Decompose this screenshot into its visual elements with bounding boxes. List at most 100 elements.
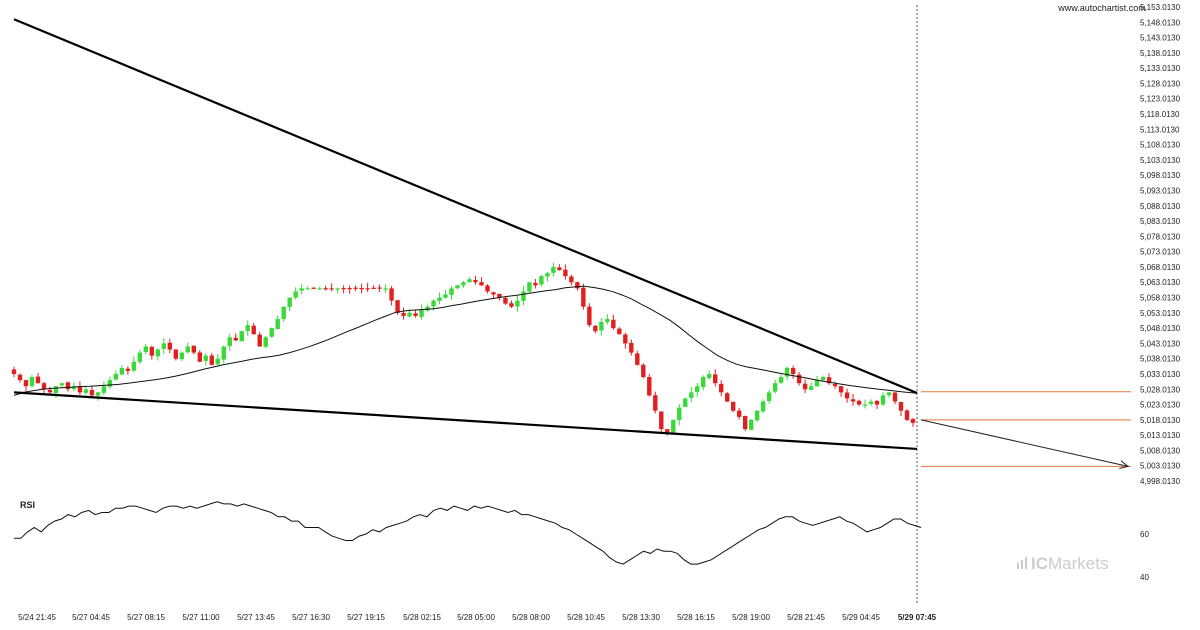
y-tick-label: 5,118.0130 <box>1140 110 1180 119</box>
candle-up <box>305 288 310 290</box>
candle-down <box>641 364 646 378</box>
candle-down <box>635 353 640 365</box>
candle-up <box>101 386 107 393</box>
candle-down <box>665 429 670 433</box>
candle-up <box>269 328 274 337</box>
candle-up <box>95 392 101 396</box>
site-url[interactable]: www.autochartist.com <box>1057 3 1146 13</box>
candle-up <box>59 383 65 386</box>
watermark-bars-icon <box>1017 557 1027 569</box>
candle-down <box>832 384 838 387</box>
candle-up <box>419 309 424 317</box>
candle-down <box>329 288 334 290</box>
y-tick-label: 5,053.0130 <box>1140 309 1181 318</box>
x-tick-label: 5/28 10:45 <box>567 613 605 622</box>
candle-down <box>401 312 406 316</box>
candle-up <box>293 291 298 298</box>
candle-down <box>509 303 514 307</box>
y-tick-label: 4,998.0130 <box>1140 477 1181 486</box>
candle-down <box>323 288 328 290</box>
candle-up <box>215 358 220 365</box>
candle-up <box>383 288 388 290</box>
candle-up <box>766 392 772 401</box>
candle-down <box>191 345 196 353</box>
candle-down <box>844 392 850 399</box>
candle-down <box>233 337 238 341</box>
y-tick-label: 5,078.0130 <box>1140 232 1181 241</box>
candle-up <box>113 374 119 380</box>
candle-up <box>671 419 676 433</box>
x-tick-label: 5/28 21:45 <box>787 613 825 622</box>
y-tick-label: 5,033.0130 <box>1140 370 1181 379</box>
x-tick-label: 5/24 21:45 <box>18 613 56 622</box>
x-tick-label: 5/27 08:15 <box>127 613 165 622</box>
candle-down <box>653 395 658 411</box>
candle-up <box>335 288 340 290</box>
candle-down <box>611 319 616 329</box>
y-tick-label: 5,068.0130 <box>1140 263 1181 272</box>
candle-up <box>131 361 137 371</box>
candle-down <box>593 325 598 332</box>
candle-up <box>862 404 868 406</box>
candle-down <box>736 410 742 417</box>
candle-down <box>377 287 382 289</box>
candle-down <box>503 297 508 304</box>
candle-up <box>107 380 113 387</box>
candle-down <box>629 342 634 353</box>
candle-up <box>179 352 185 359</box>
candle-up <box>437 297 442 301</box>
candle-up <box>605 318 610 323</box>
candle-up <box>551 266 556 273</box>
candle-down <box>575 282 580 289</box>
candle-down <box>647 377 652 396</box>
candle-up <box>683 398 688 407</box>
y-tick-label: 5,043.0130 <box>1140 339 1181 348</box>
y-tick-label: 5,038.0130 <box>1140 355 1181 364</box>
candle-up <box>245 325 250 332</box>
x-tick-label: 5/28 16:15 <box>677 613 715 622</box>
candle-down <box>497 293 502 298</box>
y-tick-label: 5,113.0130 <box>1140 125 1180 134</box>
candle-down <box>209 355 214 365</box>
candle-down <box>850 399 856 402</box>
candle-down <box>838 386 844 393</box>
candle-down <box>257 334 262 347</box>
candle-down <box>23 380 29 387</box>
candle-up <box>515 300 520 307</box>
candle-down <box>802 383 808 390</box>
candle-up <box>143 346 149 352</box>
candle-down <box>167 342 173 350</box>
candle-up <box>808 386 814 390</box>
candle-up <box>185 346 191 353</box>
candle-down <box>742 416 748 430</box>
candle-down <box>491 292 496 295</box>
candle-up <box>161 343 167 349</box>
candle-up <box>521 291 526 301</box>
watermark-logo: ICMarkets <box>1017 554 1108 573</box>
y-tick-label: 5,088.0130 <box>1140 202 1181 211</box>
plot-area: 5,153.0130 5,148.0130 5,143.0130 5,138.0130… <box>11 3 1181 622</box>
candle-down <box>892 392 898 402</box>
candle-up <box>599 322 604 331</box>
y-tick-label: 5,013.0130 <box>1140 431 1181 440</box>
y-tick-label: 5,083.0130 <box>1140 217 1181 226</box>
candle-down <box>874 400 880 405</box>
y-tick-label: 5,138.0130 <box>1140 49 1181 58</box>
candle-down <box>569 276 574 283</box>
candle-up <box>868 401 874 404</box>
candle-down <box>563 269 568 277</box>
candle-up <box>467 279 472 283</box>
candle-down <box>35 376 41 384</box>
y-tick-label: 5,048.0130 <box>1140 324 1181 333</box>
x-tick-label: 5/29 07:45 <box>898 613 937 622</box>
y-tick-label: 5,063.0130 <box>1140 278 1181 287</box>
y-tick-label: 5,148.0130 <box>1140 18 1181 27</box>
candle-down <box>65 382 71 390</box>
candle-up <box>29 377 35 387</box>
candle-up <box>281 306 286 320</box>
candle-up <box>221 346 226 360</box>
candle-down <box>826 377 832 384</box>
candle-down <box>910 419 916 423</box>
candle-down <box>479 282 484 286</box>
candle-up <box>880 395 886 405</box>
